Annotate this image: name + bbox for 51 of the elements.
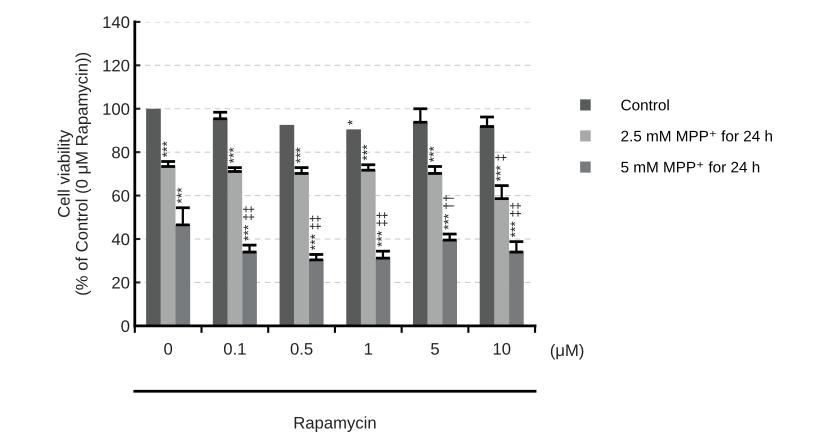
bar [280,124,294,326]
bar [346,129,361,326]
bar [242,252,257,326]
data-label: *** ‡‡ [310,216,321,250]
bar [360,170,376,326]
bar [509,252,524,326]
x-tick-label: 10 [494,342,510,355]
data-label: *** ‡‡ [243,206,254,241]
data-label: *** [362,144,368,160]
x-tick-label: 1 [364,343,372,355]
bar [146,108,161,326]
bar [175,224,190,326]
bar [494,198,510,326]
y-tick-label: 120 [103,60,130,72]
data-label: *** ‡‡ [376,212,388,247]
x-tick-label: 5 [431,343,439,355]
data-label: *** [162,141,168,158]
data-label: *** ‡ [495,154,506,182]
text: (μM) [550,344,584,360]
y-tick-label: 0 [121,320,130,332]
bar [160,166,176,326]
y-tick-label: 140 [103,16,130,28]
bar [442,240,458,326]
x-tick-label: 0.5 [290,342,312,355]
data-label: * [348,120,353,125]
bar [428,173,442,326]
bar [294,173,309,326]
bar [376,258,390,326]
legend-label: Control [621,99,669,110]
y-axis-title: Cell viability (% of Control (0 μM Rapamycin)) [58,52,92,295]
x-tick-label: 0.1 [224,342,246,355]
data-label: *** [429,146,434,162]
y-tick-label: 100 [103,103,130,115]
bar [308,260,324,326]
legend-label: 5 mM MPP⁺ for 24 h [621,161,760,173]
x-tick-label: 0 [164,342,172,355]
y-tick-label: 60 [112,190,130,202]
y-tick-label: 40 [112,233,130,246]
legend-label: 2.5 mM MPP⁺ for 24 h [621,130,772,142]
data-label: *** ‡‡ [510,202,521,238]
x-axis-title: Rapamycin [294,416,376,432]
data-label: *** †† [443,195,454,230]
bar [412,122,428,326]
y-tick-label: 80 [112,146,130,158]
data-label: *** [228,147,234,164]
bar [228,172,242,326]
bar [212,118,228,326]
data-label: *** [176,188,182,204]
data-label: *** [296,147,300,164]
bar [480,126,494,326]
y-tick-label: 20 [112,276,130,289]
